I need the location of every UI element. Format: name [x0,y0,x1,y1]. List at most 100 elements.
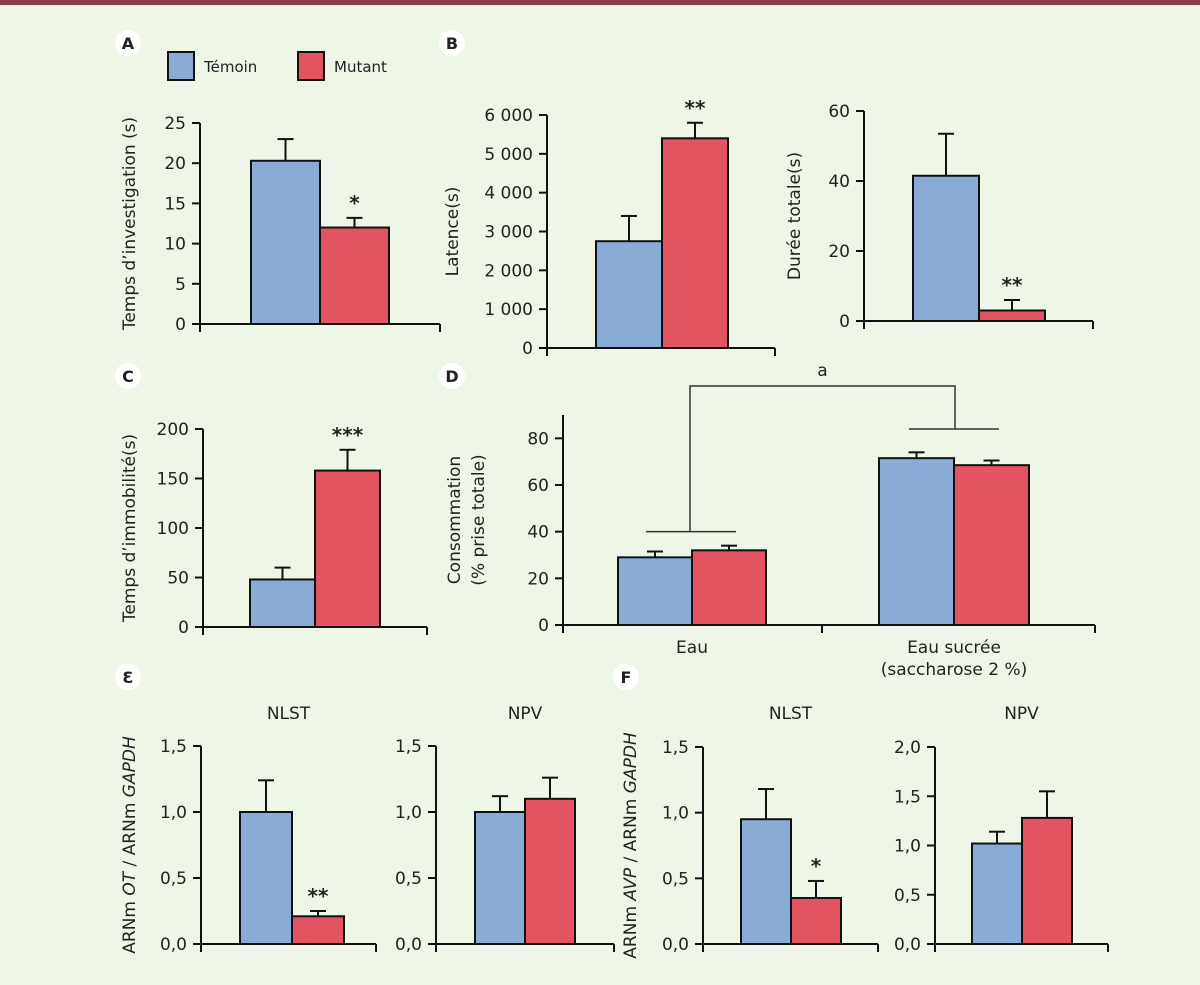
y-tick-label: 3 000 [484,223,533,243]
y-tick-label: 1 000 [484,300,533,320]
legend-label-temoin: Témoin [203,58,257,76]
y-tick-label: 5 000 [484,145,533,165]
y-tick-label: 20 [527,569,549,589]
y-axis-label: Consommation [445,456,465,584]
bar-mutant [524,797,576,945]
y-axis-label: Temps d’investigation (s) [120,117,140,331]
y-axis-label: Temps d’immobilité(s) [120,434,140,623]
y-tick-label: 0,0 [395,935,422,955]
y-tick-label: 40 [828,172,850,192]
panel-label-badge [115,30,141,56]
panel-label: F [621,668,632,687]
bar-temoin [878,457,955,626]
y-tick-label: 0,0 [160,935,187,955]
panel-b1: B 0 1 000 2 000 3 000 4 000 5 000 6 000 Latence(… [439,30,776,359]
y-tick-label: 0,5 [894,886,921,906]
y-axis-label: Durée totale(s) [785,152,805,280]
panel-title: NLST [769,704,813,724]
panel-f2: NPV 0,0 0,5 1,0 1,5 2,0 [894,704,1109,955]
x-category-label: Eau [676,638,708,658]
y-axis-label-line2: (% prise totale) [469,454,489,585]
legend-swatch-mutant [297,51,325,81]
y-tick-label: 20 [828,242,850,262]
y-tick-label: 150 [157,470,189,490]
bar-mutant [978,309,1046,322]
x-category-label: (saccharose 2 %) [881,660,1028,680]
x-category-label: Eau sucrée [907,638,1001,658]
y-tick-label: 0 [178,618,189,638]
panel-e1: Ɛ NLST 0,0 0,5 1,0 1,5 ARNm OT / ARNm GAPDH ** [115,664,377,955]
top-border [0,0,1200,5]
bar-temoin [474,811,526,945]
y-tick-label: 0,5 [662,869,689,889]
y-tick-label: 1,0 [894,837,921,857]
bar-temoin [971,842,1023,946]
panel-label: A [122,34,135,53]
bar-temoin [239,811,293,945]
bar-mutant [314,469,381,628]
y-tick-label: 0 [538,616,549,636]
panel-f1: F NLST 0,0 0,5 1,0 1,5 ARNm AVP / ARNm GAPDH * [613,664,879,959]
bar-temoin [912,174,980,322]
bar-mutant [953,464,1030,626]
legend-label-mutant: Mutant [334,58,387,76]
bar-mutant [319,226,390,326]
panel-a: A 0 5 10 15 20 25 Temps d’investigation (s) * [115,30,441,335]
y-tick-label: 15 [164,194,186,214]
bar-mutant [291,915,345,946]
panel-label-badge [439,30,465,56]
significance-marker: ** [1002,273,1023,297]
y-tick-label: 80 [527,429,549,449]
y-tick-label: 1,5 [662,738,689,758]
y-axis-label: ARNm AVP / ARNm GAPDH [621,732,641,959]
panel-title: NLST [267,704,311,724]
y-tick-label: 2,0 [894,738,921,758]
y-tick-label: 1,0 [662,804,689,824]
panel-d: D 0 20 40 60 80 Consommation (% prise totale) Ea… [439,361,1096,680]
legend-swatch-temoin [167,51,195,81]
y-tick-label: 0,5 [160,869,187,889]
y-tick-label: 5 [175,275,186,295]
y-tick-label: 0,5 [395,869,422,889]
panel-b2: 0 20 40 60 Durée totale(s) ** [785,102,1094,332]
legend: Témoin Mutant [167,51,387,81]
y-tick-label: 1,5 [395,737,422,757]
panel-label-badge [613,664,639,690]
y-axis-label: ARNm OT / ARNm GAPDH [120,736,140,954]
y-tick-label: 60 [527,476,549,496]
bar-temoin [250,159,321,325]
y-tick-label: 100 [157,519,189,539]
y-tick-label: 6 000 [484,106,533,126]
y-tick-label: 200 [157,420,189,440]
bar-mutant [1021,816,1073,945]
significance-marker: ** [308,884,329,908]
y-tick-label: 0 [839,312,850,332]
y-tick-label: 10 [164,235,186,255]
bar-mutant [661,137,729,349]
y-tick-label: 1,5 [894,787,921,807]
panel-label: Ɛ [122,668,133,687]
bar-temoin [740,818,792,946]
panel-label-badge [115,363,141,389]
panel-label-badge [115,664,141,690]
significance-marker: *** [332,423,364,447]
panel-title: NPV [1004,704,1039,724]
panel-c: C 0 50 100 150 200 Temps d’immobilité(s) *** [115,363,428,638]
y-tick-label: 25 [164,114,186,134]
bar-mutant [790,897,842,945]
y-tick-label: 40 [527,523,549,543]
y-axis-label: Latence(s) [443,187,463,277]
significance-label: a [817,361,827,381]
panel-label: C [122,367,134,386]
bar-temoin [617,556,693,626]
significance-marker: * [811,854,822,878]
y-tick-label: 4 000 [484,184,533,204]
y-tick-label: 20 [164,154,186,174]
panel-label-badge [439,363,465,389]
y-tick-label: 0 [522,339,533,359]
panel-title: NPV [508,704,543,724]
y-tick-label: 50 [167,569,189,589]
y-tick-label: 2 000 [484,261,533,281]
panel-label: D [445,367,458,386]
